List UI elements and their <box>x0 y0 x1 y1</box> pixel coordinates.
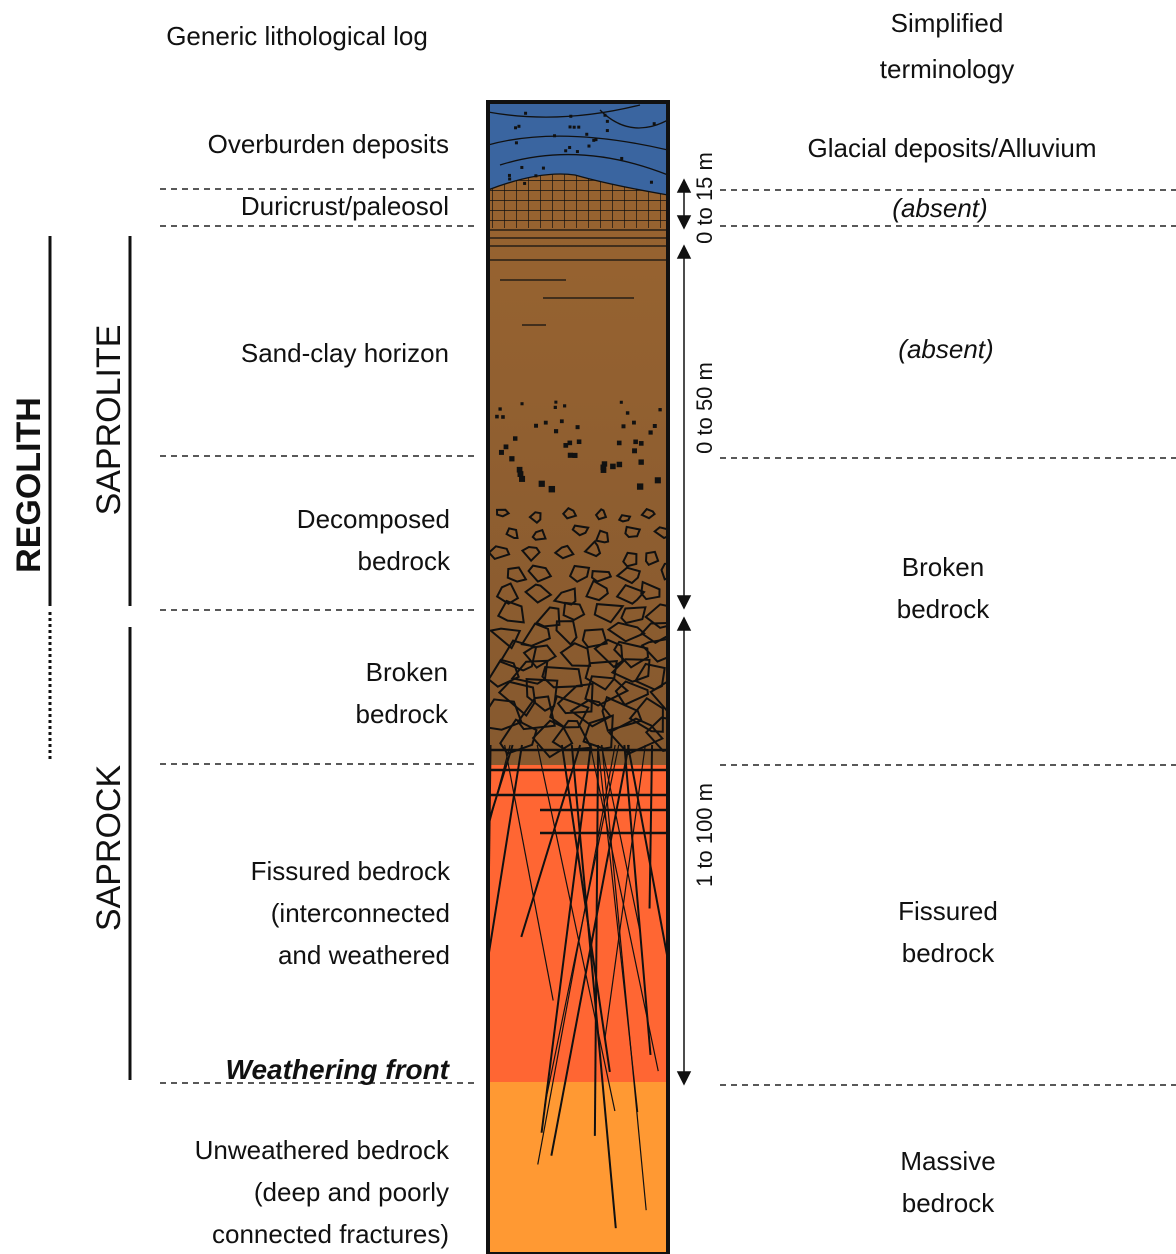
speck <box>564 149 567 152</box>
grain <box>576 425 580 429</box>
grain <box>638 459 643 464</box>
grain <box>577 439 582 444</box>
speck <box>508 174 511 177</box>
thickness-label: 0 to 15 m <box>692 152 717 244</box>
left-label: (deep and poorly <box>254 1177 449 1207</box>
grain <box>567 441 572 446</box>
grain <box>520 402 523 405</box>
zone-label: SAPROLITE <box>90 325 128 516</box>
speck <box>508 177 511 180</box>
speck <box>573 126 576 129</box>
grain <box>617 462 622 467</box>
grain <box>554 406 557 409</box>
grain <box>501 415 505 419</box>
right-label: Broken <box>902 552 984 582</box>
grain <box>639 441 644 446</box>
grain <box>572 453 577 458</box>
right-label: Fissured <box>898 896 998 926</box>
speck <box>606 129 609 132</box>
left-label: Unweathered bedrock <box>195 1135 450 1165</box>
speck <box>568 146 571 149</box>
diagram: 0 to 15 m 0 to 50 m 1 to 100 m REGOLITH … <box>0 0 1176 1254</box>
grain <box>563 404 566 407</box>
grain <box>632 448 637 453</box>
weathering-front: Weathering front <box>226 1054 451 1085</box>
left-label: bedrock <box>356 699 449 729</box>
grain <box>495 415 499 419</box>
speck <box>606 120 609 123</box>
grain <box>620 401 623 404</box>
left-label: bedrock <box>358 546 451 576</box>
right-label: bedrock <box>902 938 995 968</box>
left-label: Broken <box>366 657 448 687</box>
left-label: Decomposed <box>297 504 450 534</box>
grain <box>563 443 568 448</box>
speck <box>523 182 526 185</box>
grain <box>513 436 517 440</box>
left-label: Fissured bedrock <box>251 856 451 886</box>
grain <box>549 486 555 492</box>
left-label: Sand-clay horizon <box>241 338 449 368</box>
grain <box>637 483 643 489</box>
speck <box>620 157 623 160</box>
grain <box>554 429 558 433</box>
left-label: Duricrust/paleosol <box>241 191 449 221</box>
grain <box>600 465 606 471</box>
grain <box>539 481 545 487</box>
grain <box>632 421 636 425</box>
thickness-label: 1 to 100 m <box>692 783 717 887</box>
right-label: Massive <box>900 1146 995 1176</box>
right-label: bedrock <box>897 594 990 624</box>
grain <box>568 453 573 458</box>
grain <box>626 411 629 414</box>
grain <box>499 450 504 455</box>
zone-label: REGOLITH <box>10 397 48 573</box>
grain <box>610 464 616 470</box>
left-label: and weathered <box>278 940 450 970</box>
speck <box>514 126 517 129</box>
grain <box>554 401 557 404</box>
speck <box>524 112 527 115</box>
speck <box>577 126 580 129</box>
grain <box>544 421 548 425</box>
speck <box>650 181 653 184</box>
speck <box>587 145 590 148</box>
header: Generic lithological log <box>166 21 428 51</box>
unweathered-layer <box>488 1082 668 1254</box>
grain <box>658 408 661 411</box>
grain <box>504 444 509 449</box>
grain <box>655 477 661 483</box>
speck <box>520 166 523 169</box>
grain <box>518 471 524 477</box>
right-label: bedrock <box>902 1188 995 1218</box>
header: terminology <box>880 54 1014 84</box>
grain <box>653 424 657 428</box>
speck <box>534 174 537 177</box>
speck <box>569 125 572 128</box>
grain <box>498 407 501 410</box>
left-label: (interconnected <box>271 898 450 928</box>
speck <box>517 125 520 128</box>
speck <box>585 133 588 136</box>
left-label: Overburden deposits <box>208 129 449 159</box>
grain <box>633 439 638 444</box>
left-label: connected fractures) <box>212 1219 449 1249</box>
right-label: (absent) <box>898 334 993 364</box>
thickness-label: 0 to 50 m <box>692 362 717 454</box>
speck <box>542 167 545 170</box>
right-label: (absent) <box>892 193 987 223</box>
header: Simplified <box>891 8 1004 38</box>
grain <box>560 419 564 423</box>
speck <box>515 141 518 144</box>
grain <box>617 441 622 446</box>
right-label: Glacial deposits/Alluvium <box>807 133 1096 163</box>
grain <box>509 456 514 461</box>
speck <box>576 150 579 153</box>
zone-label: SAPROCK <box>90 765 128 932</box>
grain <box>534 424 538 428</box>
thickness-arrows <box>678 180 690 1084</box>
grain <box>621 424 625 428</box>
grain <box>648 430 652 434</box>
